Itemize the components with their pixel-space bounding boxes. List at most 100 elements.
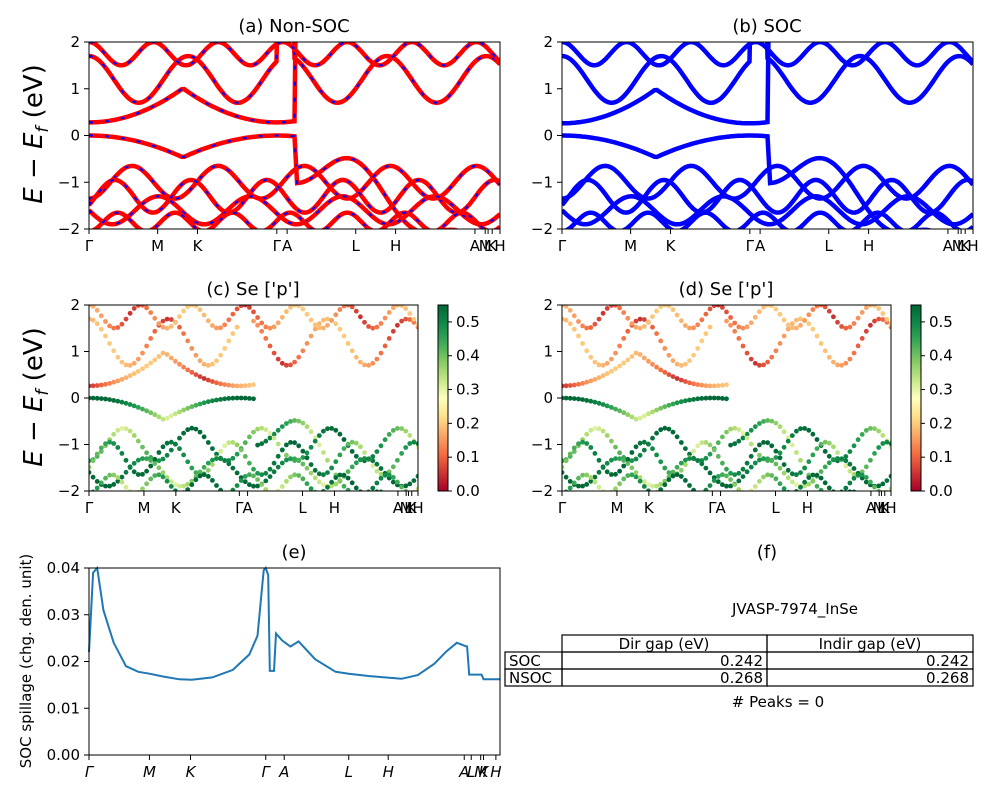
projection-point [748, 427, 754, 433]
projection-point [592, 399, 598, 405]
projection-point [687, 358, 692, 364]
panel-f-title: (f) [757, 542, 777, 563]
projection-point [818, 441, 824, 447]
projection-point [876, 445, 882, 450]
projection-point [562, 470, 565, 475]
panel-b-ytick-label: 1 [543, 80, 553, 98]
panel-d-ytick-label: 2 [543, 296, 553, 314]
panel-d-xtick-label: H [802, 499, 813, 517]
projection-point [826, 485, 832, 491]
projection-point [674, 434, 680, 440]
projection-point [678, 467, 684, 473]
projection-point [789, 433, 795, 438]
projection-point [666, 305, 672, 309]
projection-point [728, 442, 733, 448]
projection-point [810, 326, 816, 332]
projection-point [173, 319, 178, 325]
projection-point [201, 361, 207, 367]
projection-point [407, 481, 413, 487]
projection-point [662, 305, 668, 308]
projection-point [98, 449, 104, 454]
projection-point [609, 356, 614, 362]
projection-point [691, 397, 696, 402]
projection-point [769, 418, 775, 424]
projection-point [724, 483, 729, 489]
projection-point [94, 321, 100, 327]
projection-point [407, 317, 413, 322]
projection-point [304, 341, 310, 346]
panel-e-ytick-label: 0.00 [47, 746, 80, 764]
projection-point [826, 460, 832, 466]
projection-point [341, 305, 347, 309]
projection-point [819, 80, 824, 85]
projection-point [173, 441, 178, 447]
projection-point [148, 336, 154, 341]
projection-point [711, 383, 717, 389]
projection-point [267, 466, 273, 472]
projection-point [662, 369, 668, 375]
projection-point [201, 464, 207, 470]
projection-point [781, 429, 787, 435]
projection-point [777, 455, 783, 461]
projection-point [115, 427, 121, 433]
panel-c-ytick-label: −1 [58, 436, 80, 454]
projection-point [325, 316, 330, 322]
projection-point [571, 445, 577, 451]
projection-point [707, 306, 713, 312]
projection-point [843, 485, 849, 491]
projection-point [609, 405, 614, 410]
projection-point [366, 324, 371, 329]
projection-point [144, 363, 150, 369]
projection-point [201, 472, 207, 478]
projection-point [695, 322, 701, 328]
projection-point [230, 383, 236, 389]
projection-point [131, 371, 137, 376]
projection-point [140, 366, 145, 372]
projection-point [859, 336, 865, 341]
panel-a-ytick-label: 1 [70, 80, 80, 98]
projection-point [613, 366, 618, 372]
projection-point [741, 145, 746, 150]
table-row-nsoc-label: NSOC [509, 669, 552, 687]
projection-point [193, 402, 199, 408]
projection-point [94, 383, 100, 388]
projection-point [868, 305, 873, 308]
projection-point [863, 428, 869, 433]
projection-point [230, 331, 236, 336]
projection-point [407, 311, 413, 316]
projection-point [567, 395, 573, 401]
projection-point [646, 358, 651, 364]
projection-point [806, 481, 812, 487]
projection-point [370, 44, 375, 49]
projection-point [695, 346, 701, 351]
projection-point [90, 458, 96, 464]
projection-point [814, 333, 820, 339]
panel-e-ytick-label: 0.02 [47, 653, 80, 671]
projection-point [703, 395, 709, 401]
projection-point [691, 381, 696, 387]
projection-point [127, 310, 133, 316]
projection-point [740, 343, 746, 349]
projection-point [588, 398, 594, 404]
projection-point [691, 448, 696, 454]
projection-point [168, 484, 174, 489]
projection-point [580, 381, 585, 386]
projection-point [255, 322, 260, 328]
projection-point [156, 450, 162, 455]
projection-point [732, 425, 738, 431]
projection-point [876, 488, 882, 491]
projection-point [633, 444, 639, 450]
panel-a-xtick-label: L [484, 237, 493, 255]
panel-a-xtick-label: L [352, 237, 361, 255]
projection-point [181, 364, 187, 370]
projection-point [617, 450, 622, 456]
projection-point [625, 328, 631, 334]
projection-point [238, 305, 244, 309]
projection-point [609, 472, 614, 477]
projection-point [872, 305, 877, 308]
projection-point [822, 348, 828, 354]
projection-point [185, 427, 191, 433]
projection-point [888, 473, 891, 479]
projection-point [325, 426, 330, 432]
projection-point [354, 69, 359, 74]
